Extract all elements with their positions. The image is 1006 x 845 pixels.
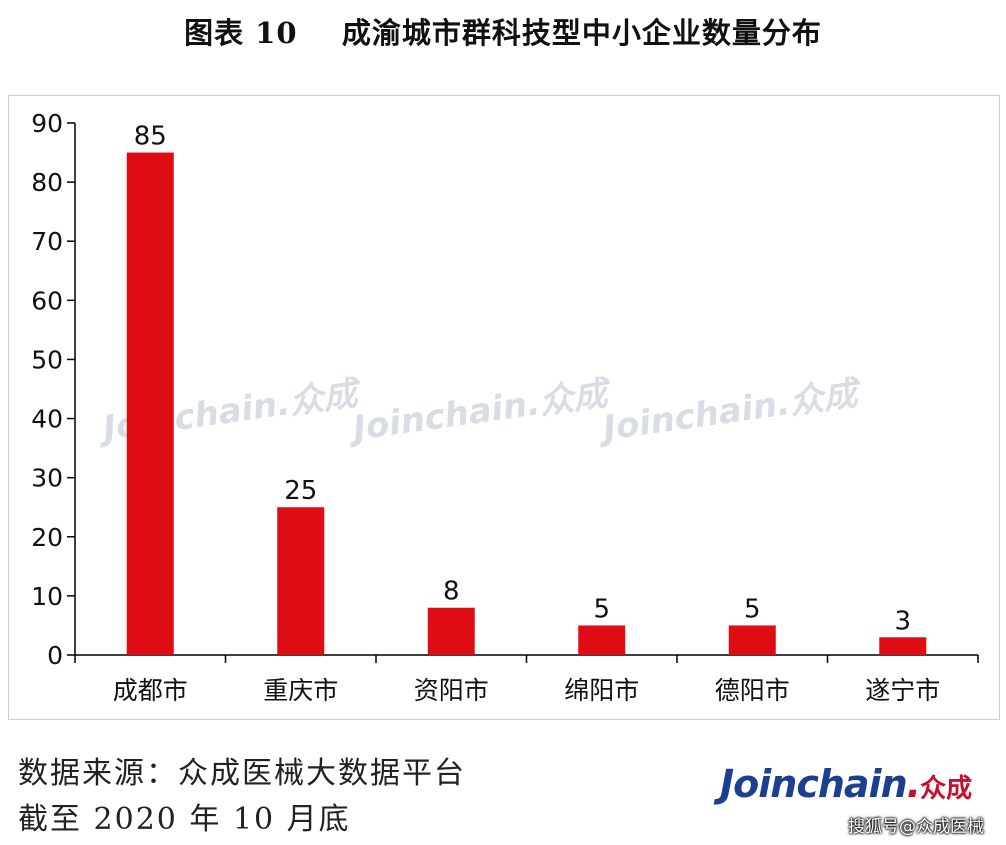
data-label: 5 <box>593 594 610 624</box>
chart-frame <box>8 95 1000 720</box>
logo-text: Joinchain <box>720 762 908 806</box>
chart-title: 图表 10 成渝城市群科技型中小企业数量分布 <box>184 16 822 50</box>
y-tick-label: 0 <box>47 641 63 670</box>
y-tick-label: 20 <box>31 523 63 552</box>
credit-watermark: 搜狐号@众成医械 <box>848 817 984 837</box>
y-tick-label: 10 <box>31 582 63 611</box>
data-label: 5 <box>744 594 761 624</box>
category-label: 德阳市 <box>715 676 790 705</box>
chart-axes: 0 10 20 30 40 50 60 70 80 90 <box>31 109 979 670</box>
logo-cn: 众成 <box>920 774 973 804</box>
bar <box>578 625 626 655</box>
data-label: 25 <box>284 476 317 506</box>
watermark-text: Joinchain.众成 <box>345 373 615 450</box>
joinchain-logo: Joinchain.众成 <box>720 762 972 806</box>
y-tick-label: 60 <box>31 286 63 315</box>
source-line: 数据来源：众成医械大数据平台 <box>18 756 466 791</box>
data-label: 8 <box>443 577 460 607</box>
category-label: 成都市 <box>113 676 188 705</box>
y-tick-label: 50 <box>31 345 63 374</box>
bar <box>728 625 776 655</box>
y-tick-label: 40 <box>31 405 63 434</box>
date-line: 截至 2020 年 10 月底 <box>18 802 351 837</box>
bar <box>427 607 475 655</box>
data-label: 85 <box>134 122 167 152</box>
bar <box>126 152 174 656</box>
y-tick-label: 90 <box>31 109 63 138</box>
category-label: 遂宁市 <box>865 676 940 705</box>
bar <box>277 507 325 655</box>
watermark-text: Joinchain.众成 <box>595 373 865 450</box>
category-label: 重庆市 <box>263 676 338 705</box>
data-label: 3 <box>894 606 911 636</box>
chart-labels: 85 成都市 25 重庆市 8 资阳市 5 绵阳市 5 德阳市 3 遂宁市 <box>113 122 941 705</box>
category-label: 资阳市 <box>414 676 489 705</box>
chart-bars <box>126 152 927 656</box>
logo-dot: . <box>906 762 921 806</box>
y-tick-label: 80 <box>31 168 63 197</box>
bar <box>879 637 927 655</box>
y-tick-label: 70 <box>31 227 63 256</box>
y-tick-label: 30 <box>31 464 63 493</box>
category-label: 绵阳市 <box>564 676 639 705</box>
